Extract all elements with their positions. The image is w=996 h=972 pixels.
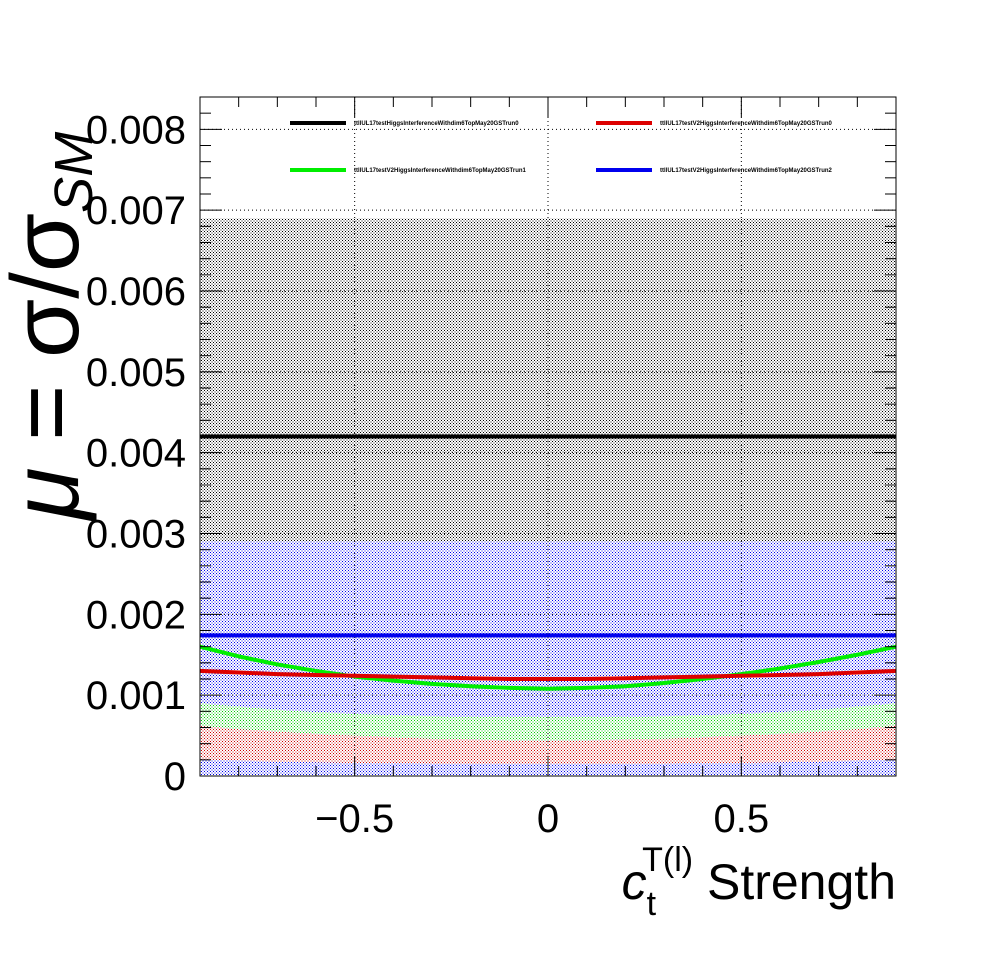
y-tick-labels: 0 0.001 0.002 0.003 0.004 0.005 0.006 0.007 0.00… bbox=[86, 108, 186, 799]
x-axis-title: ct T(l) Strength bbox=[622, 841, 896, 923]
x-tick-label: 0 bbox=[537, 797, 559, 841]
legend-label: ttllUL17testV2HiggsInterferenceWithdim6T… bbox=[354, 168, 527, 174]
x-axis-title-sub: t bbox=[647, 885, 657, 923]
y-tick-label: 0.004 bbox=[86, 432, 186, 476]
y-tick-label: 0.005 bbox=[86, 351, 186, 395]
y-tick-label: 0.006 bbox=[86, 270, 186, 314]
series-lines bbox=[199, 434, 897, 691]
line-ttllul17testv2higgsinterferencewithdim6topmay20gstrun1 bbox=[199, 644, 897, 691]
y-tick-label: 0 bbox=[164, 755, 186, 799]
x-axis-title-c: c bbox=[622, 854, 647, 910]
y-axis-title: μ = σ/σSM bbox=[0, 132, 104, 523]
legend-label: ttllUL17testV2HiggsInterferenceWithdim6T… bbox=[660, 121, 833, 127]
x-tick-labels: −0.5 0 0.5 bbox=[315, 797, 769, 841]
legend-label: ttllUL17testHiggsInterferenceWithdim6Top… bbox=[354, 121, 519, 127]
x-axis-title-suffix: Strength bbox=[693, 854, 896, 910]
y-axis-title-sub: SM bbox=[44, 132, 104, 213]
y-tick-label: 0.007 bbox=[86, 189, 186, 233]
legend-label: ttllUL17testV2HiggsInterferenceWithdim6T… bbox=[660, 168, 833, 174]
band-ttllul17testv2higgsinterferencewithdim6topmay20gstrun0 bbox=[200, 725, 896, 764]
x-axis-title-sup: T(l) bbox=[642, 841, 693, 879]
y-tick-label: 0.003 bbox=[86, 513, 186, 557]
y-tick-label: 0.001 bbox=[86, 674, 186, 718]
legend: ttllUL17testHiggsInterferenceWithdim6Top… bbox=[290, 121, 833, 174]
y-axis-title-mu: μ bbox=[0, 467, 99, 523]
x-tick-label: −0.5 bbox=[315, 797, 394, 841]
x-tick-label: 0.5 bbox=[714, 797, 770, 841]
x-axis-ticks bbox=[199, 97, 897, 776]
y-tick-label: 0.002 bbox=[86, 593, 186, 637]
y-axis-title-eq: = σ/σ bbox=[0, 213, 99, 468]
line-ttllul17testv2higgsinterferencewithdim6topmay20gstrun0 bbox=[199, 668, 897, 681]
y-axis-ticks bbox=[200, 96, 896, 777]
y-tick-label: 0.008 bbox=[86, 108, 186, 152]
